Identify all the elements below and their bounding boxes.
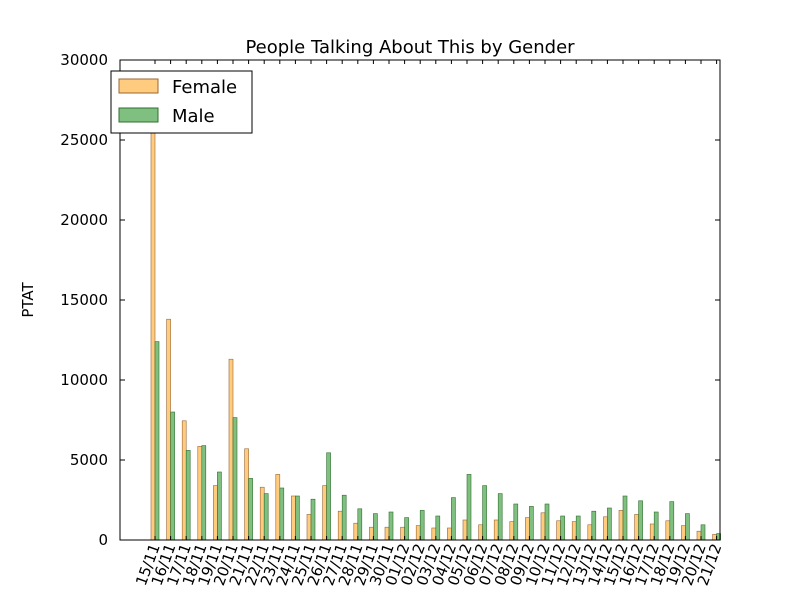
bar-female-13-12	[587, 524, 593, 541]
bar-male-24-11	[295, 495, 300, 541]
y-tick-label: 10000	[60, 371, 108, 389]
bar-female-18-11	[197, 446, 203, 541]
bar-male-02-12	[419, 510, 425, 541]
bar-female-14-12	[603, 516, 608, 541]
y-axis-label: PTAT	[19, 282, 37, 318]
bar-female-21-12	[712, 534, 717, 541]
bar-female-19-11	[213, 485, 218, 541]
bar-female-27-11	[337, 510, 343, 541]
bar-female-30-11	[384, 526, 390, 541]
bar-male-25-11	[310, 498, 316, 541]
legend: Female Male	[110, 70, 253, 134]
bar-female-15-12	[618, 510, 624, 541]
chart-title: People Talking About This by Gender	[245, 37, 575, 58]
bar-male-22-11	[263, 493, 269, 541]
bar-male-12-12	[575, 515, 581, 541]
bar-female-22-11	[259, 486, 265, 541]
bar-female-19-12	[681, 525, 686, 541]
bar-female-16-12	[634, 514, 639, 541]
bar-male-17-11	[185, 450, 191, 541]
bar-female-20-11	[228, 358, 234, 541]
bar-male-16-11	[170, 411, 175, 541]
bar-female-21-11	[244, 448, 249, 541]
legend-label-female: Female	[172, 77, 237, 98]
bar-female-02-12	[415, 525, 421, 541]
bar-male-05-12	[466, 474, 472, 541]
y-tick-label: 30000	[60, 51, 108, 69]
bar-female-25-11	[306, 514, 312, 541]
bar-female-17-11	[181, 420, 187, 541]
bar-female-11-12	[556, 520, 561, 541]
bars	[150, 123, 721, 541]
bar-male-03-12	[435, 515, 441, 541]
bar-male-30-11	[388, 511, 394, 541]
bar-female-04-12	[447, 527, 452, 541]
y-tick-label: 5000	[70, 451, 108, 469]
bar-male-13-12	[591, 510, 597, 541]
bar-female-03-12	[431, 527, 437, 541]
bar-male-01-12	[404, 517, 409, 541]
bar-female-16-11	[166, 318, 171, 541]
bar-female-07-12	[493, 519, 499, 541]
bar-female-18-12	[665, 520, 671, 541]
bar-female-09-12	[525, 517, 530, 541]
bar-female-06-12	[478, 524, 483, 541]
bar-male-28-11	[357, 508, 363, 541]
bar-female-20-12	[696, 530, 702, 541]
legend-swatch-male	[118, 107, 159, 123]
legend-label-male: Male	[172, 106, 215, 127]
y-tick-label: 0	[98, 531, 108, 549]
bar-male-06-12	[482, 485, 487, 541]
y-tick-label: 25000	[60, 131, 108, 149]
bar-female-28-11	[353, 522, 359, 541]
bar-male-19-11	[217, 471, 222, 541]
bar-male-21-11	[248, 478, 253, 541]
bar-male-15-11	[154, 341, 160, 541]
bar-male-08-12	[513, 503, 519, 541]
bar-male-07-12	[497, 493, 503, 541]
bar-female-29-11	[369, 526, 374, 541]
bar-male-17-12	[653, 511, 659, 541]
y-tick-label: 15000	[60, 291, 108, 309]
bar-female-01-12	[400, 526, 405, 541]
bar-female-17-12	[649, 523, 655, 541]
y-tick-label: 20000	[60, 211, 108, 229]
bar-male-29-11	[373, 513, 378, 541]
bar-male-27-11	[341, 494, 347, 541]
axes: 05000100001500020000250003000015/1116/11…	[60, 51, 725, 588]
bar-male-10-12	[544, 503, 550, 541]
bar-male-23-11	[279, 487, 285, 541]
bar-male-11-12	[560, 515, 565, 541]
bar-female-15-11	[150, 123, 156, 541]
bar-male-19-12	[685, 513, 690, 541]
bar-female-05-12	[462, 519, 468, 541]
bar-male-15-12	[622, 495, 628, 541]
bar-male-04-12	[451, 497, 456, 541]
bar-male-20-12	[700, 524, 706, 541]
bar-female-26-11	[322, 485, 327, 541]
bar-female-10-12	[540, 512, 546, 541]
bar-male-14-12	[607, 507, 612, 541]
bar-female-24-11	[291, 495, 296, 541]
bar-male-09-12	[529, 506, 534, 541]
bar-male-20-11	[232, 417, 238, 541]
legend-swatch-female	[118, 78, 159, 94]
bar-female-23-11	[275, 474, 281, 541]
bar-female-12-12	[571, 521, 577, 541]
bar-male-18-12	[669, 501, 675, 541]
bar-female-08-12	[509, 521, 515, 541]
bar-male-26-11	[326, 452, 331, 541]
bar-male-18-11	[201, 445, 207, 541]
bar-male-16-12	[638, 500, 643, 541]
